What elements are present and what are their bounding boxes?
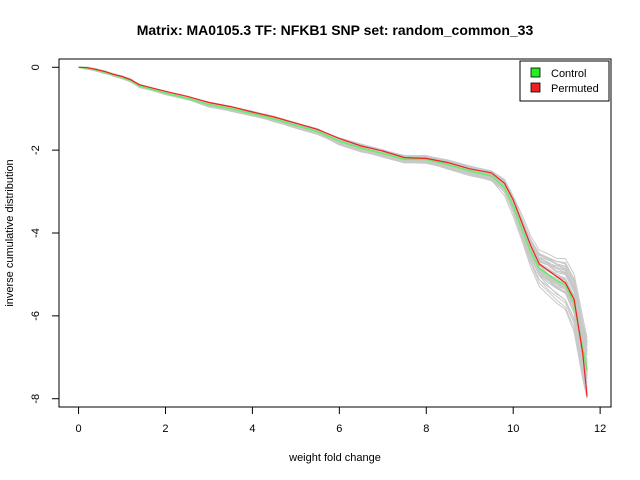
y-tick-label: -4 (30, 228, 42, 238)
y-tick-label: 0 (30, 64, 42, 70)
legend-swatch-permuted (530, 82, 541, 93)
legend-label-control: Control (551, 68, 586, 80)
x-tick-label: 10 (507, 423, 519, 435)
series-line-control (78, 66, 588, 370)
x-tick-label: 12 (594, 423, 606, 435)
x-axis: 0 2 4 6 8 10 12 (75, 406, 606, 435)
legend-box (519, 60, 610, 102)
y-tick-label: -6 (30, 311, 42, 321)
y-tick-label: -2 (30, 145, 42, 155)
legend-label-permuted: Permuted (551, 83, 599, 95)
x-axis-label: weight fold change (288, 452, 381, 464)
x-tick-label: 8 (423, 423, 429, 435)
series-line-permuted (78, 66, 588, 397)
main-series-group (78, 66, 588, 397)
y-tick-label: -8 (30, 394, 42, 404)
chart-title: Matrix: MA0105.3 TF: NFKB1 SNP set: rand… (137, 22, 534, 38)
y-axis-label: inverse cumulative distribution (4, 159, 16, 306)
legend-swatch-control (530, 67, 541, 78)
x-tick-label: 0 (75, 423, 81, 435)
legend: Control Permuted (519, 60, 610, 102)
x-tick-label: 2 (162, 423, 168, 435)
x-tick-label: 6 (336, 423, 342, 435)
y-axis: 0 -2 -4 -6 -8 (30, 64, 60, 404)
x-tick-label: 4 (249, 423, 255, 435)
